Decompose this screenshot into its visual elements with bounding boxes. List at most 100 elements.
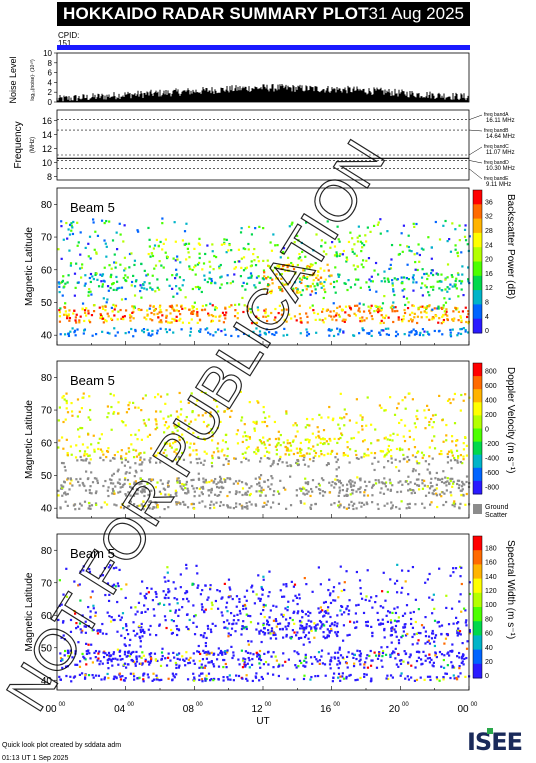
velocity-cell [211,456,214,460]
width-cell [127,663,130,666]
width-cell [177,666,181,669]
width-cell [217,678,220,681]
power-cell [201,304,205,308]
velocity-cell [179,400,182,403]
width-cell [309,611,312,615]
velocity-cell [299,441,302,445]
power-colorbar-step [473,304,482,320]
width-cell [398,659,402,662]
frequency-band-value: 9.11 MHz [486,182,511,188]
power-colorbar-step [473,232,482,248]
power-cell [326,263,329,266]
power-cell [175,268,178,271]
power-cell [88,321,92,324]
power-cell [201,268,204,271]
width-cell [304,613,307,616]
velocity-cell [68,488,71,491]
power-cell [118,286,121,290]
power-cell [271,278,274,281]
width-cell [225,601,229,604]
velocity-cell [307,447,310,450]
power-cell [425,316,428,319]
width-cell [394,624,398,628]
velocity-cell [279,479,282,482]
width-cell [258,653,261,657]
velocity-cell [156,506,159,509]
width-cell [289,637,293,640]
power-cell [297,239,300,242]
width-cell [274,655,277,658]
width-cell [99,630,102,633]
width-cell [356,649,359,652]
velocity-cell [413,422,416,425]
width-cell [252,590,255,593]
width-cell [298,659,302,662]
velocity-cell [308,452,311,455]
power-cell [75,262,78,265]
velocity-cell [259,457,263,460]
velocity-cell [334,456,337,459]
width-cell [202,636,205,639]
width-cell [149,661,152,664]
velocity-cell [408,429,411,433]
width-cell [341,656,344,659]
width-cell [87,625,90,628]
velocity-cell [458,484,461,487]
width-cell [226,619,229,622]
power-cell [414,268,417,271]
velocity-cell [151,478,155,481]
power-cell [449,333,452,337]
velocity-cell [407,475,410,478]
power-colorbar-tick: 32 [485,214,493,221]
power-cell [430,257,433,260]
power-cell [124,332,127,335]
velocity-cell [277,459,281,462]
power-cell [438,317,441,320]
velocity-cell [255,448,258,451]
power-cell [87,294,90,297]
width-cell [254,676,258,679]
width-cell [432,661,435,664]
power-cell [444,219,447,223]
x-tick-label: 08 [183,704,195,715]
width-cell [141,662,144,665]
width-cell [99,660,102,663]
width-cell [260,587,264,590]
power-cell [438,287,441,290]
power-cell [380,280,383,283]
velocity-cell [325,463,329,467]
width-cell [226,651,229,654]
velocity-cell [62,420,65,424]
velocity-cell [129,485,132,488]
velocity-cell [431,414,435,417]
width-cell [359,663,362,666]
power-cell [454,244,457,247]
power-cell [354,268,357,271]
width-cell [253,602,256,605]
width-cell [233,614,236,617]
width-cell [464,675,467,678]
width-cell [457,621,460,624]
width-colorbar-step [473,621,482,636]
width-cell [217,647,220,650]
power-cell [367,285,371,289]
power-cell [314,318,317,321]
velocity-cell [105,455,108,459]
velocity-cell [162,487,165,490]
power-cell [369,307,372,310]
velocity-cell [306,482,310,486]
width-cell [217,665,221,668]
velocity-cell [380,406,383,409]
width-cell [225,606,228,609]
width-cell [370,625,373,628]
velocity-cell [268,457,271,460]
power-cell [298,256,302,259]
velocity-cell [112,472,115,475]
power-cell [446,290,449,293]
velocity-cell [192,431,195,435]
width-cell [456,655,459,658]
velocity-cell [448,482,451,486]
velocity-cell [90,443,93,446]
power-cell [355,254,358,257]
width-cell [259,658,263,662]
